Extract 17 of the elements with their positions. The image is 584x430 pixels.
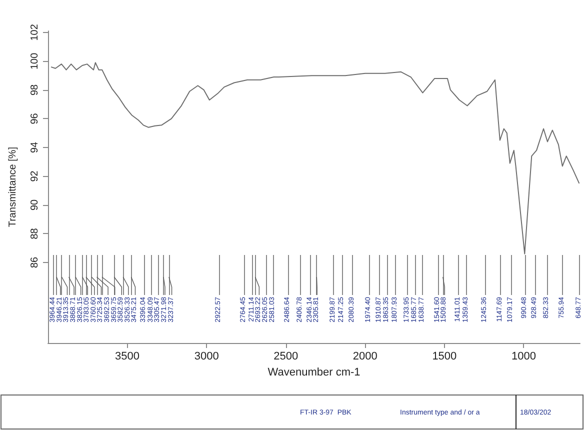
y-tick-label: 90 (30, 198, 40, 211)
x-tick-label: 2000 (352, 350, 378, 362)
y-tick-label: 92 (30, 170, 40, 182)
x-tick-label: 1500 (432, 350, 457, 362)
y-tick-label: 100 (30, 52, 40, 70)
y-tick-label: 98 (30, 84, 40, 96)
y-tick-label: 86 (30, 256, 40, 268)
y-axis-title: Transmittance [%] (8, 146, 18, 228)
x-axis-title: Wavenumber cm-1 (268, 366, 360, 378)
y-tick-label: 88 (30, 228, 40, 240)
x-tick-label: 3500 (115, 350, 140, 362)
x-tick-label: 3000 (194, 350, 219, 362)
y-tick-label: 102 (30, 24, 40, 41)
y-tick-label: 94 (30, 141, 40, 154)
y-tick-label: 96 (30, 112, 40, 124)
x-tick-label: 1000 (511, 350, 536, 362)
x-tick-label: 2500 (274, 350, 298, 362)
